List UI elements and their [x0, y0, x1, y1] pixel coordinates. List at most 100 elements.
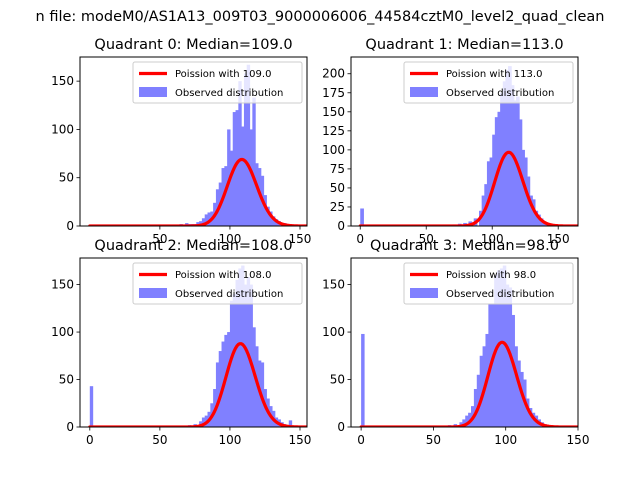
legend-label-poisson: Poission with 108.0 — [175, 270, 271, 281]
y-tick-label: 175 — [322, 86, 345, 100]
legend-label-poisson: Poission with 113.0 — [446, 69, 542, 80]
histogram-bar — [266, 206, 270, 226]
legend-box — [403, 262, 574, 305]
histogram-bar — [249, 129, 253, 226]
y-tick-label: 100 — [51, 122, 74, 136]
plot-area — [359, 265, 578, 427]
histogram-bar — [529, 195, 533, 226]
histogram-bar — [235, 279, 239, 427]
y-tick-label: 50 — [59, 171, 74, 185]
histogram-bar — [243, 73, 248, 226]
histogram-bar — [521, 149, 525, 226]
histogram-bar — [528, 408, 533, 427]
x-tick-label: 100 — [218, 433, 241, 447]
y-tick-label: 150 — [51, 74, 74, 88]
subplot-grid: 0 50 100 150 50 100 150 Poission with 109.0 Obse… — [51, 37, 589, 447]
x-tick-label: 100 — [218, 232, 241, 246]
legend-label-observed: Observed distribution — [446, 88, 554, 99]
histogram-bar — [204, 214, 209, 226]
x-tick-label: 0 — [356, 232, 364, 246]
legend-bar-swatch — [139, 87, 167, 97]
legend-bar-swatch — [410, 87, 438, 97]
x-tick-label: 50 — [152, 232, 167, 246]
histogram-bar — [515, 96, 520, 226]
x-tick-label: 150 — [289, 433, 312, 447]
legend: Poission with 108.0 Observed distribution — [132, 262, 303, 305]
histogram-bar — [517, 360, 521, 427]
y-tick-label: 150 — [322, 278, 345, 292]
histogram-bar — [215, 362, 220, 427]
histogram-bar — [505, 284, 510, 427]
histogram-bar — [241, 126, 245, 226]
histogram-bar — [201, 218, 206, 226]
legend-box — [132, 262, 303, 305]
histogram-bar — [271, 216, 276, 226]
histogram-bar — [499, 268, 504, 427]
x-tick-label: 100 — [494, 433, 517, 447]
x-tick-label: 0 — [357, 433, 365, 447]
y-tick-label: 100 — [51, 325, 74, 339]
y-tick-label: 150 — [322, 105, 345, 119]
y-tick-label: 25 — [330, 200, 345, 214]
histogram-bar — [476, 374, 481, 427]
histogram-bar — [238, 81, 242, 226]
y-tick-label: 0 — [337, 420, 345, 434]
y-tick-label: 150 — [51, 278, 74, 292]
histogram-bar — [525, 398, 530, 427]
y-tick-label: 100 — [322, 143, 345, 157]
legend-label-observed: Observed distribution — [175, 88, 283, 99]
y-tick-label: 125 — [322, 124, 345, 138]
histogram-bar — [462, 419, 466, 427]
legend-bar-swatch — [410, 288, 438, 298]
histogram-bar — [249, 284, 253, 427]
histogram-bar — [201, 417, 206, 427]
histogram-bar — [491, 303, 495, 427]
subplot-title: Quadrant 3: Median=98.0 — [370, 238, 559, 254]
histogram-bar — [269, 211, 273, 226]
histogram-bar — [361, 333, 365, 427]
subplot-quadrant-0: 0 50 100 150 50 100 150 Poission with 109.0 Obse… — [51, 37, 311, 246]
figure-suptitle: n file: modeM0/AS1A13_009T03_9000006006_… — [36, 9, 605, 25]
histogram-bar — [255, 163, 259, 226]
histogram-bar — [218, 351, 223, 427]
x-tick-label: 50 — [152, 433, 167, 447]
histogram-bar — [232, 294, 237, 427]
histogram-bar — [502, 265, 507, 427]
subplot-quadrant-2: 0 50 100 150 0 50 100 150 Poission with 108.0 Obs… — [51, 238, 311, 447]
y-tick-label: 75 — [330, 162, 345, 176]
legend-label-poisson: Poission with 98.0 — [446, 270, 536, 281]
plot-area — [88, 265, 307, 427]
histogram-bar — [227, 332, 231, 427]
poisson-curve — [359, 340, 578, 427]
subplot-title: Quadrant 2: Median=108.0 — [94, 238, 292, 254]
histogram-bar — [89, 386, 94, 427]
histogram-bar — [486, 161, 491, 226]
legend-label-observed: Observed distribution — [175, 289, 283, 300]
y-tick-label: 0 — [337, 219, 345, 233]
x-tick-label: 100 — [481, 232, 504, 246]
histogram-bar — [252, 97, 256, 226]
histogram-bar — [511, 314, 515, 427]
plot-area — [358, 66, 578, 226]
plot-area — [88, 64, 307, 226]
axes-frame — [350, 257, 579, 428]
subplot-title: Quadrant 0: Median=109.0 — [94, 37, 292, 53]
legend-label-poisson: Poission with 109.0 — [175, 69, 271, 80]
subplot-title: Quadrant 1: Median=113.0 — [365, 37, 563, 53]
histogram-bar — [207, 212, 211, 226]
histogram-bar — [224, 166, 228, 226]
y-tick-label: 100 — [322, 325, 345, 339]
y-tick-label: 50 — [330, 181, 345, 195]
y-tick-label: 0 — [66, 219, 74, 233]
legend-bar-swatch — [139, 288, 167, 298]
histogram-bar — [534, 210, 539, 226]
legend: Poission with 113.0 Observed distribution — [403, 61, 574, 104]
axes-frame — [79, 257, 308, 428]
poisson-curve — [358, 150, 578, 226]
histogram-bar — [238, 268, 242, 427]
poisson-curve — [88, 342, 307, 427]
histogram-bar — [465, 415, 469, 427]
histogram-bar — [537, 214, 541, 226]
legend-box — [132, 61, 303, 104]
